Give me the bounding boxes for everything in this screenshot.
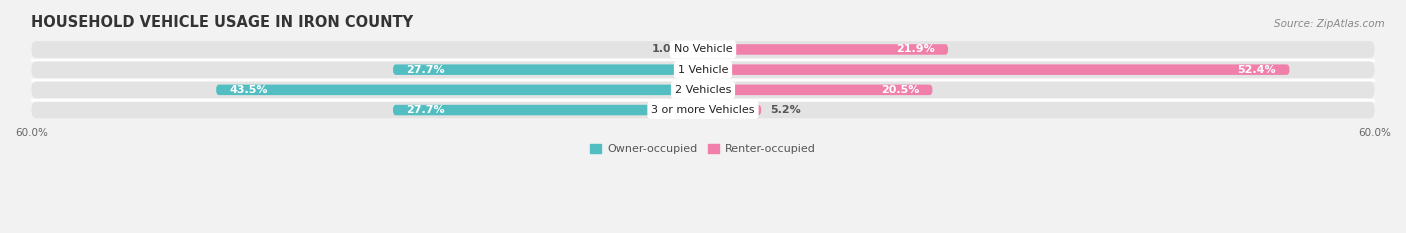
FancyBboxPatch shape: [703, 105, 761, 115]
FancyBboxPatch shape: [31, 41, 1375, 58]
Legend: Owner-occupied, Renter-occupied: Owner-occupied, Renter-occupied: [586, 140, 820, 159]
FancyBboxPatch shape: [392, 105, 703, 115]
FancyBboxPatch shape: [692, 44, 703, 55]
FancyBboxPatch shape: [31, 61, 1375, 78]
Text: Source: ZipAtlas.com: Source: ZipAtlas.com: [1274, 19, 1385, 29]
FancyBboxPatch shape: [392, 64, 703, 75]
Text: 52.4%: 52.4%: [1237, 65, 1277, 75]
Text: 2 Vehicles: 2 Vehicles: [675, 85, 731, 95]
Text: 27.7%: 27.7%: [406, 65, 446, 75]
Text: No Vehicle: No Vehicle: [673, 45, 733, 55]
Text: 21.9%: 21.9%: [896, 45, 935, 55]
FancyBboxPatch shape: [217, 85, 703, 95]
Text: 5.2%: 5.2%: [770, 105, 801, 115]
Text: 1 Vehicle: 1 Vehicle: [678, 65, 728, 75]
Text: 27.7%: 27.7%: [406, 105, 446, 115]
Text: 1.0%: 1.0%: [652, 45, 683, 55]
FancyBboxPatch shape: [31, 82, 1375, 98]
Text: 43.5%: 43.5%: [229, 85, 269, 95]
Text: 20.5%: 20.5%: [880, 85, 920, 95]
FancyBboxPatch shape: [703, 64, 1289, 75]
FancyBboxPatch shape: [703, 44, 948, 55]
FancyBboxPatch shape: [31, 102, 1375, 118]
Text: 3 or more Vehicles: 3 or more Vehicles: [651, 105, 755, 115]
FancyBboxPatch shape: [703, 85, 932, 95]
Text: HOUSEHOLD VEHICLE USAGE IN IRON COUNTY: HOUSEHOLD VEHICLE USAGE IN IRON COUNTY: [31, 15, 413, 30]
